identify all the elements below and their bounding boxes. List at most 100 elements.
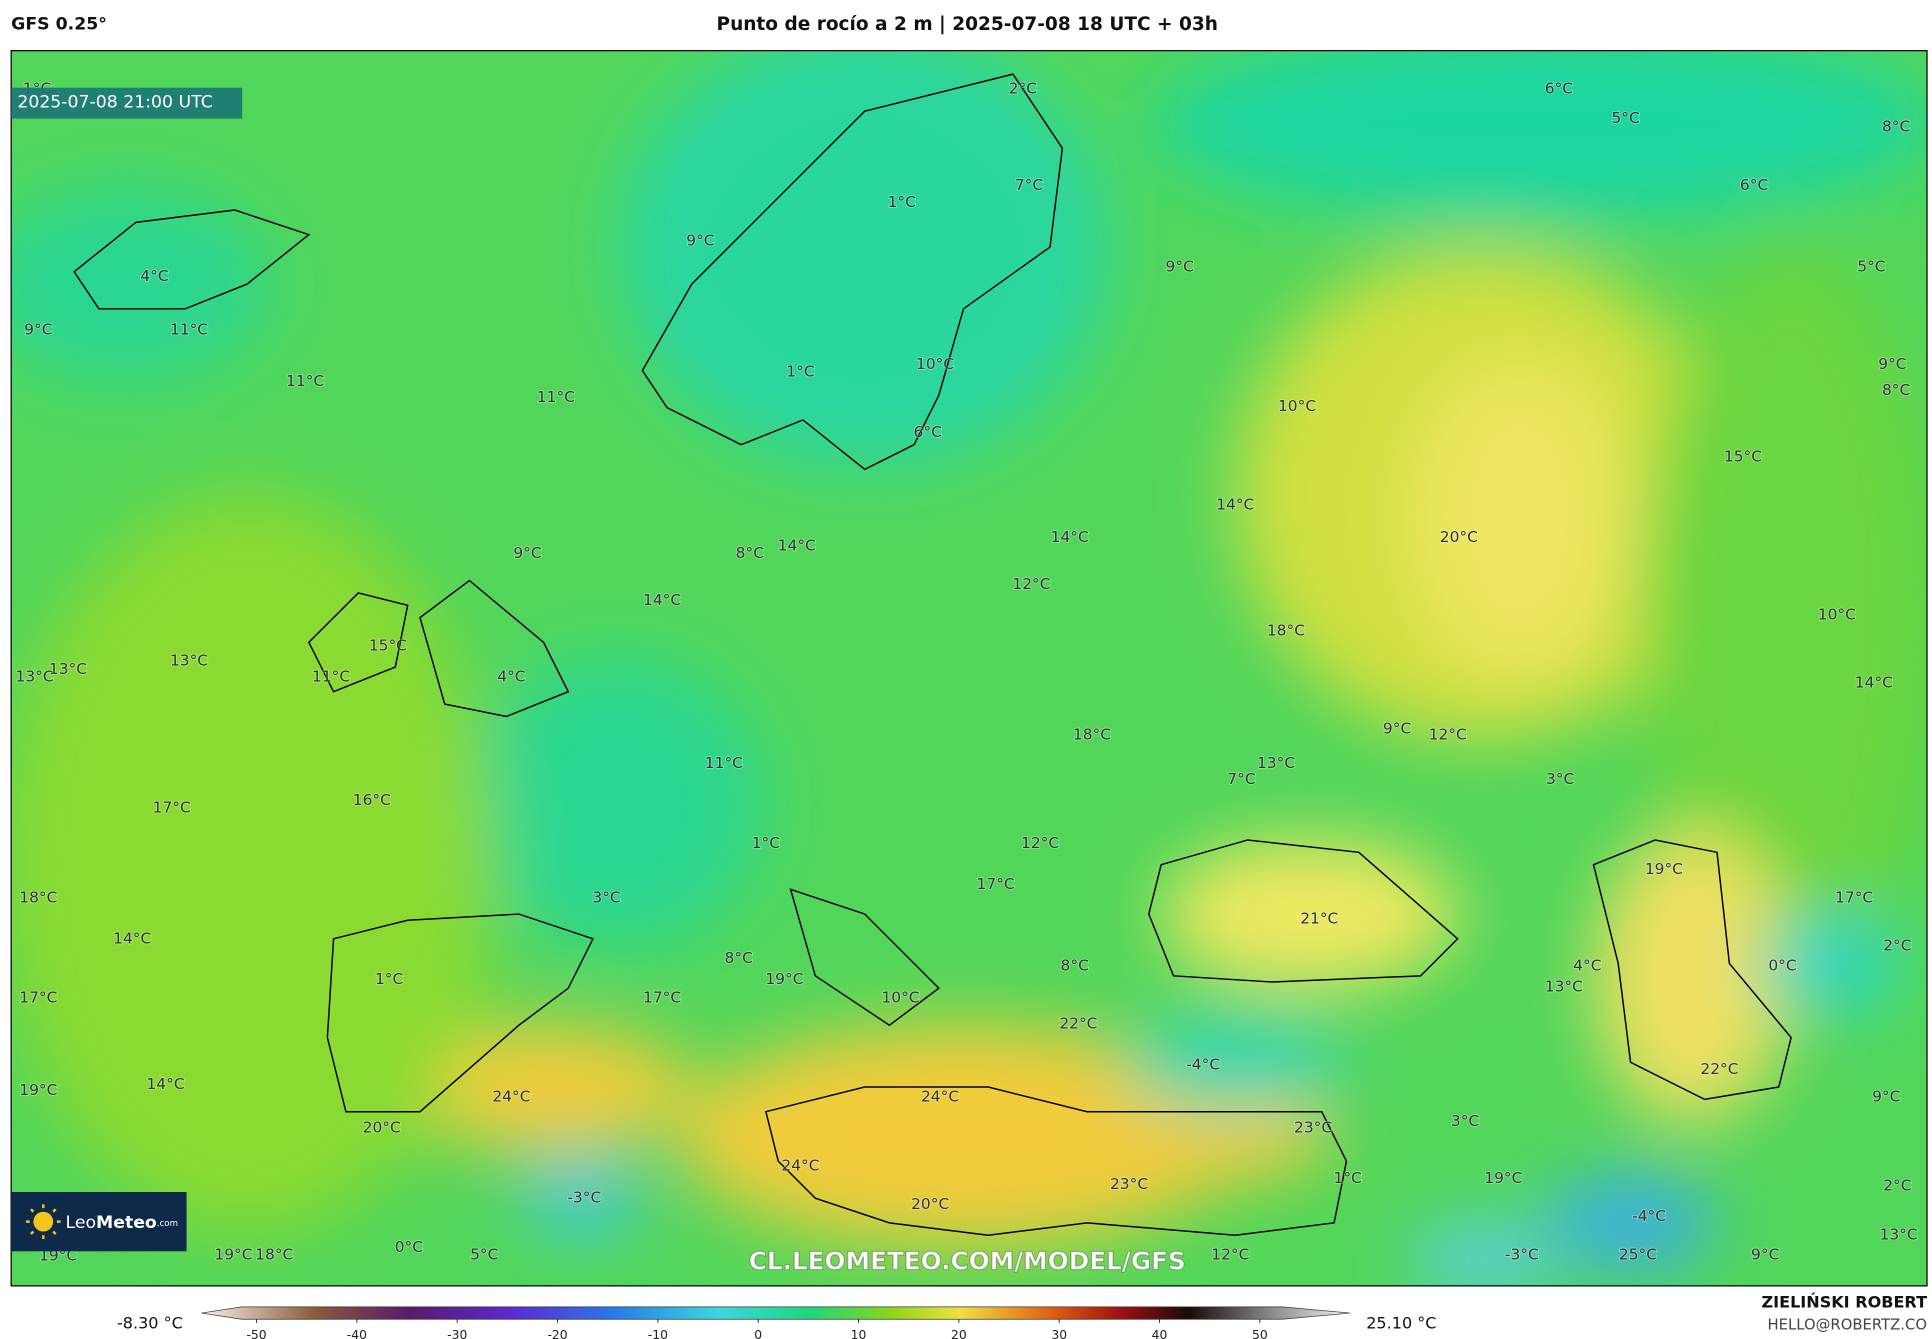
- temperature-label: 12°C: [1012, 575, 1050, 593]
- temperature-label: 20°C: [1440, 528, 1478, 546]
- temperature-label: 20°C: [363, 1118, 401, 1136]
- temperature-label: 6°C: [1740, 176, 1768, 194]
- temperature-label: 9°C: [513, 544, 541, 562]
- temperature-label: 5°C: [1857, 257, 1885, 275]
- temperature-label: 11°C: [170, 320, 208, 338]
- temperature-label: 0°C: [1768, 956, 1796, 974]
- temperature-label: 6°C: [914, 423, 942, 441]
- temperature-label: 2°C: [1883, 937, 1911, 955]
- temperature-label: 9°C: [1872, 1087, 1900, 1105]
- temperature-label: 14°C: [643, 591, 681, 609]
- temperature-label: 5°C: [470, 1246, 498, 1264]
- temperature-label: 12°C: [1211, 1246, 1249, 1264]
- temperature-label: 11°C: [286, 372, 324, 390]
- temperature-label: 25°C: [1619, 1246, 1657, 1264]
- temperature-label: 8°C: [1061, 956, 1089, 974]
- temperature-label: 21°C: [1300, 910, 1338, 928]
- temperature-label: 9°C: [686, 231, 714, 249]
- temperature-label: 17°C: [153, 798, 191, 816]
- temperature-label: 9°C: [1383, 719, 1411, 737]
- temperature-label: 17°C: [1835, 889, 1873, 907]
- temperature-label: 18°C: [1267, 622, 1305, 640]
- colorbar-tick-label: -30: [447, 1328, 467, 1339]
- temperature-label: 16°C: [353, 791, 391, 809]
- temperature-label: 11°C: [312, 667, 350, 685]
- temperature-label: 10°C: [1278, 397, 1316, 415]
- temperature-label: -4°C: [1632, 1207, 1666, 1225]
- chart-title: Punto de rocío a 2 m | 2025-07-08 18 UTC…: [717, 14, 1218, 35]
- temperature-label: 1°C: [752, 834, 780, 852]
- temperature-label: 9°C: [1751, 1246, 1779, 1264]
- temperature-label: -3°C: [567, 1189, 601, 1207]
- temperature-label: -3°C: [1505, 1246, 1539, 1264]
- colorbar-tick-label: 50: [1252, 1328, 1268, 1339]
- temperature-label: 6°C: [1545, 79, 1573, 97]
- temperature-label: 19°C: [1645, 860, 1683, 878]
- temperature-label: 18°C: [255, 1246, 293, 1264]
- temperature-label: 8°C: [725, 949, 753, 967]
- temperature-label: 17°C: [643, 989, 681, 1007]
- temperature-label: 2°C: [1883, 1176, 1911, 1194]
- colorbar-tick-label: 0: [754, 1328, 762, 1339]
- temperature-label: 7°C: [1015, 176, 1043, 194]
- temperature-label: 9°C: [1166, 257, 1194, 275]
- temperature-label: 14°C: [1855, 674, 1893, 692]
- temperature-label: 4°C: [497, 667, 525, 685]
- temperature-label: 13°C: [1257, 754, 1295, 772]
- colorbar-tick-label: -50: [246, 1328, 266, 1339]
- temperature-label: 24°C: [781, 1157, 819, 1175]
- logo: LeoMeteo.com: [11, 1192, 187, 1252]
- temperature-label: 2°C: [1009, 79, 1037, 97]
- temperature-label: 20°C: [911, 1195, 949, 1213]
- temperature-label: 19°C: [1484, 1169, 1522, 1187]
- temperature-label: 23°C: [1110, 1175, 1148, 1193]
- temperature-label: 22°C: [1059, 1015, 1097, 1033]
- temperature-label: 11°C: [705, 754, 743, 772]
- colorbar-tick-label: 30: [1051, 1328, 1067, 1339]
- temperature-label: 1°C: [1334, 1169, 1362, 1187]
- temperature-label: 0°C: [395, 1238, 423, 1256]
- temperature-label: 24°C: [921, 1087, 959, 1105]
- logo-domain: .com: [157, 1218, 178, 1228]
- credit-name: ZIELIŃSKI ROBERT: [1762, 1293, 1928, 1312]
- temperature-label: 14°C: [1051, 528, 1089, 546]
- colorbar-tick-label: 20: [951, 1328, 967, 1339]
- temperature-label: 9°C: [1878, 355, 1906, 373]
- temperature-label: 1°C: [888, 193, 916, 211]
- temperature-label: 22°C: [1700, 1060, 1738, 1078]
- temperature-label: 14°C: [146, 1075, 184, 1093]
- map-frame: [10, 50, 1928, 1287]
- timestamp-box: [11, 87, 243, 119]
- temperature-label: 4°C: [140, 267, 168, 285]
- temperature-label: 19°C: [214, 1246, 252, 1264]
- temperature-label: 23°C: [1294, 1118, 1332, 1136]
- temperature-label: 8°C: [736, 544, 764, 562]
- temperature-label: 3°C: [592, 889, 620, 907]
- temperature-label: -4°C: [1186, 1055, 1220, 1073]
- temperature-label: 8°C: [1882, 118, 1910, 136]
- temperature-label: 14°C: [1216, 496, 1254, 514]
- temperature-label: 13°C: [1545, 977, 1583, 995]
- temperature-label: 8°C: [1882, 381, 1910, 399]
- temperature-label: 14°C: [778, 536, 816, 554]
- temperature-label: 18°C: [1073, 725, 1111, 743]
- temperature-label: 15°C: [369, 637, 407, 655]
- temperature-label: 14°C: [113, 929, 151, 947]
- temperature-label: 19°C: [19, 1081, 57, 1099]
- temperature-label: 1°C: [375, 970, 403, 988]
- temperature-label: 3°C: [1451, 1112, 1479, 1130]
- logo-meteo: Meteo: [96, 1213, 157, 1233]
- temperature-label: 11°C: [537, 388, 575, 406]
- temperature-label: 10°C: [916, 355, 954, 373]
- temperature-label: 13°C: [1880, 1226, 1918, 1244]
- temperature-label: 17°C: [19, 989, 57, 1007]
- map: 1°C 2°C 6°C 5°C 8°C 1°C 7°C 6°C 9°C 4°C 9°C 5°C 9°C 1…: [11, 50, 1928, 1286]
- temperature-label: 5°C: [1611, 109, 1639, 127]
- colorbar-tick-label: -40: [347, 1328, 367, 1339]
- temperature-label: 10°C: [881, 989, 919, 1007]
- temperature-label: 18°C: [19, 889, 57, 907]
- temperature-label: 13°C: [49, 660, 87, 678]
- colorbar-bar: [201, 1306, 1351, 1320]
